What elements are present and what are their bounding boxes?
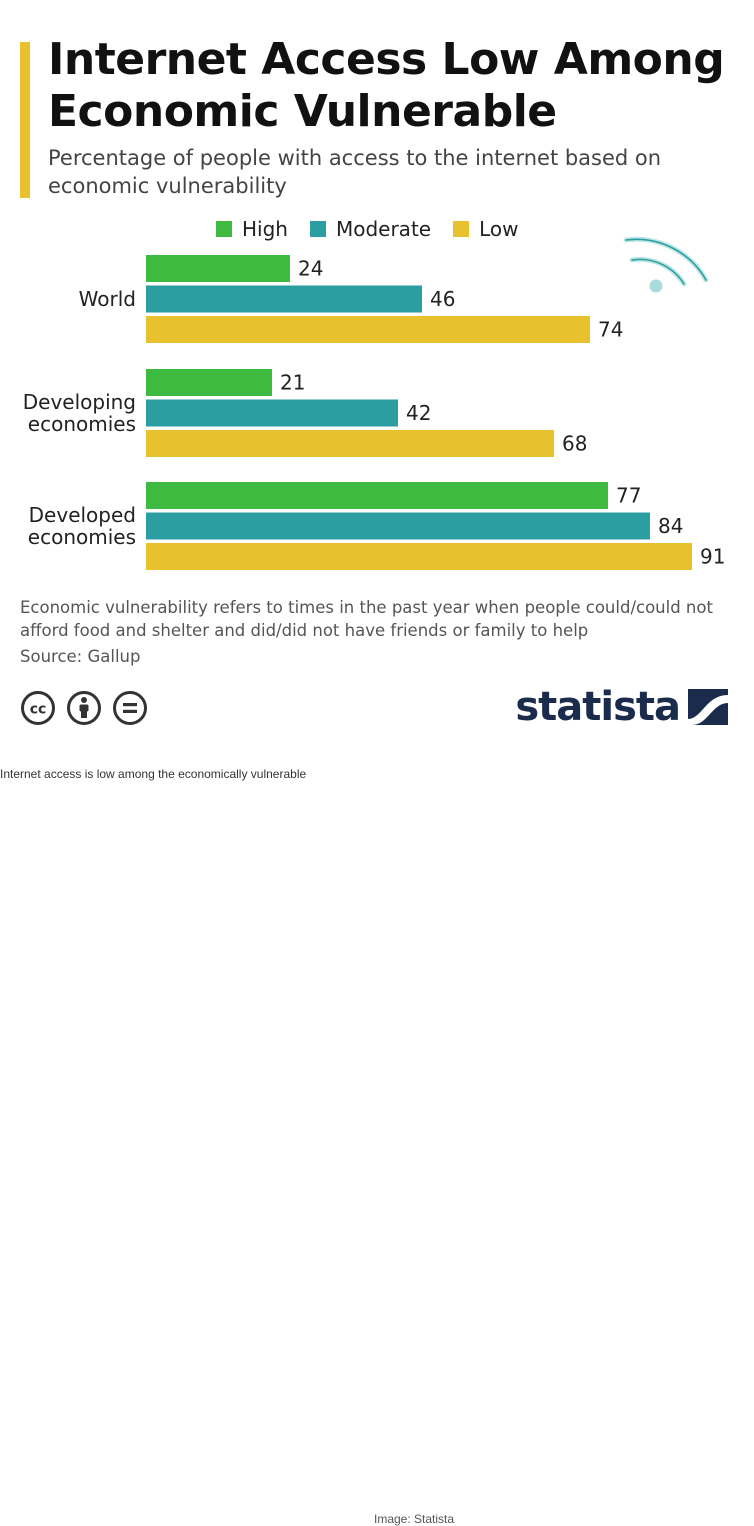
data-label: 77 [616,484,641,508]
category-label: World [79,287,136,311]
statista-logo[interactable]: statista [515,684,728,730]
bar-moderate [146,285,422,313]
legend-item-moderate: Moderate [309,217,432,241]
legend-swatch-high [216,221,232,237]
creative-commons-icon[interactable]: cc [20,690,56,726]
bar-high [146,369,272,396]
chart-legend: High Moderate Low [216,214,518,244]
license-icons: cc [20,690,148,726]
legend-swatch-low [453,221,470,237]
category-label: Developed [29,503,136,527]
data-label: 68 [562,432,587,456]
legend-label-low: Low [479,217,519,241]
wifi-icon [623,236,709,293]
statista-mark-icon [688,689,728,725]
bar-moderate [146,399,398,427]
bar-group: World 24 46 74 [79,255,623,343]
bar-high [146,482,608,509]
accent-bar [20,42,30,198]
data-label: 91 [700,545,725,569]
legend-swatch-moderate [309,221,326,237]
bar-moderate [146,512,650,540]
legend-label-moderate: Moderate [335,217,432,241]
svg-text:cc: cc [30,702,47,718]
image-credit: Image: Statista [374,1512,455,1526]
attribution-icon[interactable] [66,690,102,726]
bar-chart: World244674Developingeconomies214268Deve… [23,255,725,570]
data-label: 21 [280,371,305,395]
caption-bar: Image: Statista [0,752,754,1526]
data-label: 74 [598,318,623,342]
footnote: Economic vulnerability refers to times i… [20,598,713,640]
statista-wordmark: statista [515,684,681,730]
bar-low [146,316,590,343]
data-label: 42 [406,401,431,425]
category-label: Developing [23,390,136,414]
data-label: 84 [658,514,683,538]
chart-subtitle: Percentage of people with access to the … [48,146,662,198]
category-label: economies [28,525,136,549]
legend-item-low: Low [453,217,518,241]
category-label: economies [28,412,136,436]
chart-title: Internet Access Low Among Economic Vulne… [48,34,725,137]
infographic-card: Internet Access Low Among Economic Vulne… [0,0,750,750]
data-label: 46 [430,287,455,311]
no-derivatives-icon[interactable] [112,690,148,726]
source-note: Source: Gallup [20,647,141,666]
image-caption: Internet access is low among the economi… [0,767,307,781]
bar-low [146,430,554,457]
legend-label-high: High [242,217,288,241]
data-label: 24 [298,257,323,281]
legend-item-high: High [216,217,288,241]
bar-low [146,543,692,570]
bar-high [146,255,290,282]
